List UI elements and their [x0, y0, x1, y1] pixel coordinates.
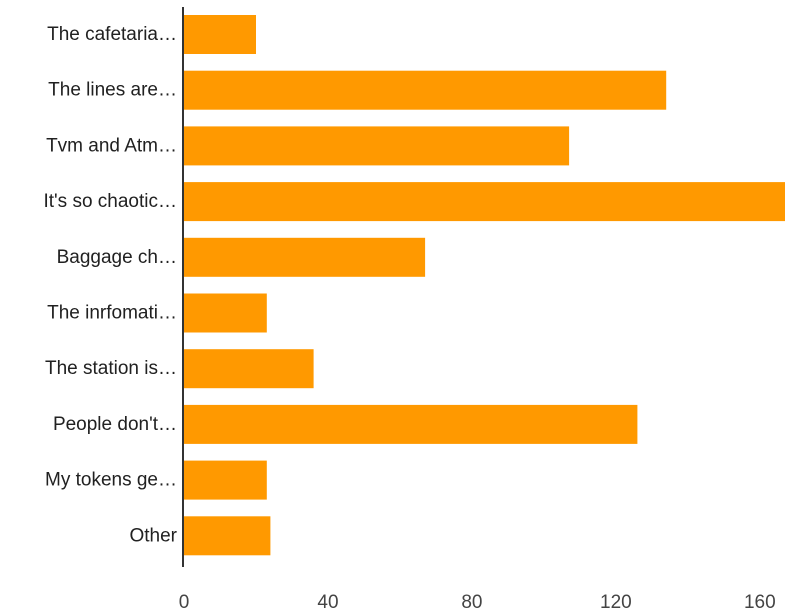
category-label-3: Tvm and Atm… [46, 135, 177, 156]
bars-group [184, 15, 785, 556]
category-label-4: It's so chaotic… [43, 191, 177, 212]
category-label-7: The station is… [45, 358, 177, 379]
category-label-8: People don't… [53, 414, 177, 435]
bar-1 [184, 15, 256, 54]
bar-9 [184, 460, 267, 500]
x-tick-label-120: 120 [600, 592, 632, 611]
category-label-10: Other [129, 525, 177, 546]
x-tick-label-40: 40 [317, 592, 338, 611]
category-labels: The cafetaria… The lines are… Tvm and Atm…… [43, 24, 177, 546]
bar-5 [184, 237, 426, 277]
bar-3 [184, 126, 570, 166]
category-label-2: The lines are… [48, 80, 177, 101]
x-tick-labels: 0 40 80 120 160 [179, 592, 776, 611]
category-label-5: Baggage ch… [57, 247, 177, 268]
bar-6 [184, 293, 267, 333]
x-tick-label-80: 80 [461, 592, 482, 611]
bar-2 [184, 70, 667, 110]
category-label-9: My tokens ge… [45, 470, 177, 491]
x-tick-label-0: 0 [179, 592, 190, 611]
category-label-1: The cafetaria… [47, 24, 177, 45]
bar-10 [184, 516, 271, 556]
category-label-6: The inrfomati… [47, 303, 177, 324]
bar-4 [184, 182, 785, 222]
bar-8 [184, 404, 638, 444]
bar-7 [184, 349, 314, 389]
x-tick-label-160: 160 [744, 592, 776, 611]
